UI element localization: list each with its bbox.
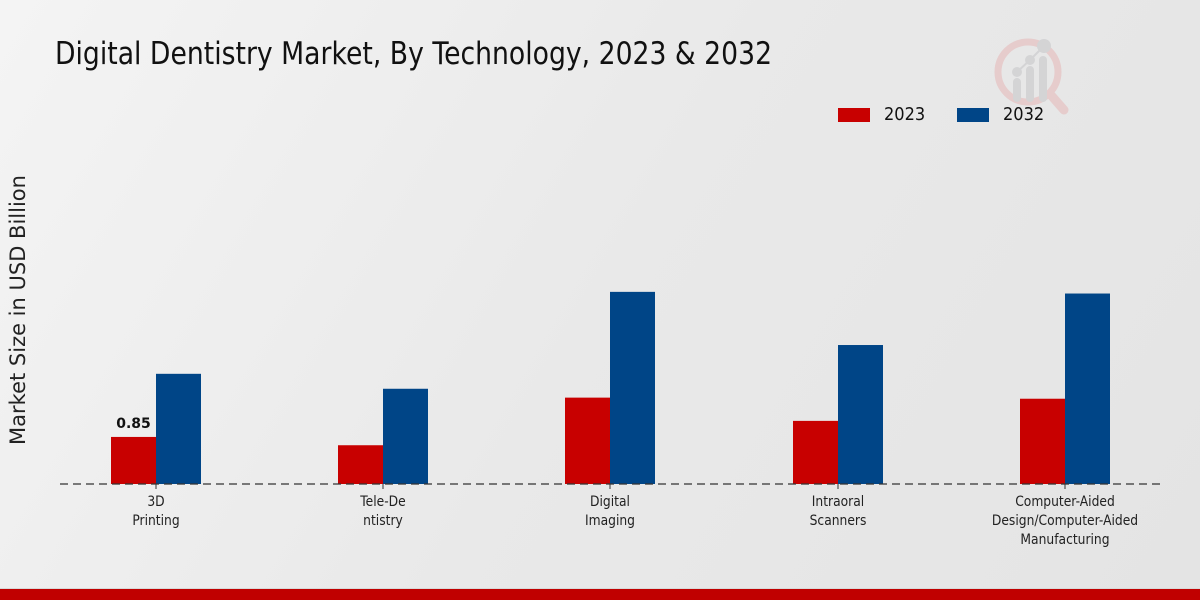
bar-2032-0	[156, 373, 201, 484]
x-ticks-group: 3D Printing Tele-De ntistry Digital Imaging In…	[132, 484, 1138, 548]
footer-bar	[0, 588, 1200, 600]
data-labels-group: 0.85	[116, 416, 151, 432]
bar-2023-1	[338, 445, 383, 484]
x-tick-label-1: Tele-De ntistry	[359, 494, 405, 529]
data-label-0: 0.85	[116, 416, 151, 432]
bar-2023-0	[111, 436, 156, 484]
logo-watermark-icon	[990, 30, 1080, 120]
legend-label-2032: 2032	[1003, 104, 1045, 125]
x-tick-label-4: Computer-Aided Design/Computer-Aided Manuf…	[992, 494, 1138, 548]
bar-2032-4	[1065, 293, 1110, 484]
x-tick-label-2: Digital Imaging	[585, 494, 635, 529]
bar-2032-2	[610, 291, 655, 484]
bar-2023-4	[1020, 398, 1065, 484]
legend-swatch-2032	[957, 107, 989, 122]
legend-item-2032[interactable]: 2032	[957, 104, 1049, 125]
bars-group	[111, 291, 1110, 484]
legend-label-2023: 2023	[884, 104, 926, 125]
x-tick-label-3: Intraoral Scanners	[810, 494, 867, 529]
bar-2032-3	[838, 345, 883, 484]
bar-2023-3	[793, 420, 838, 484]
bar-2023-2	[565, 397, 610, 484]
chart-title: Digital Dentistry Market, By Technology,…	[55, 36, 773, 72]
x-tick-label-0: 3D Printing	[132, 494, 179, 529]
legend-item-2023[interactable]: 2023	[838, 104, 930, 125]
legend-swatch-2023	[838, 107, 870, 122]
bar-2032-1	[383, 388, 428, 484]
